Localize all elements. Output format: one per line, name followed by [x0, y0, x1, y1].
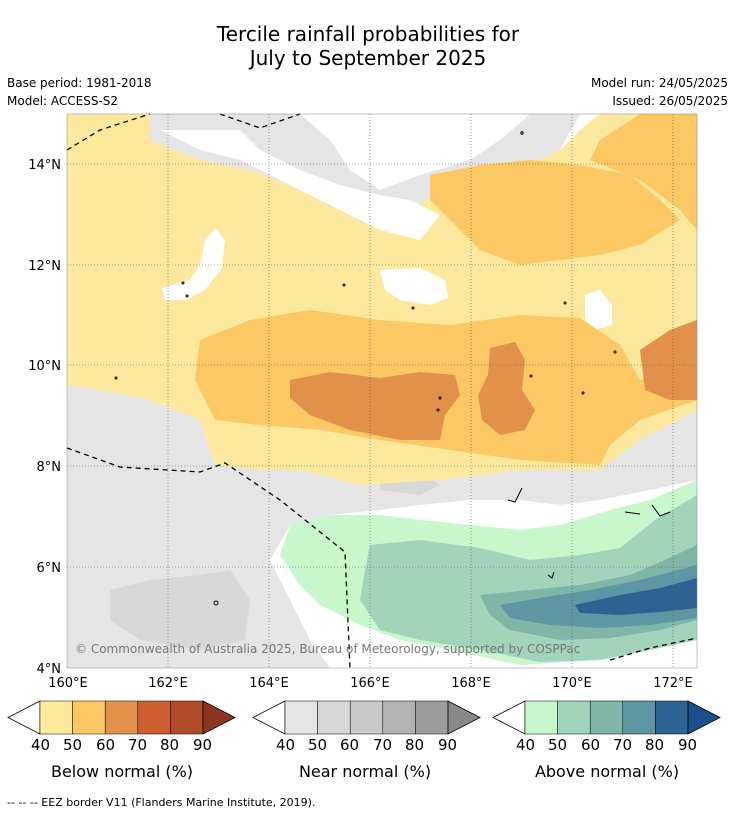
colorbar-max-arrow — [687, 700, 721, 735]
colorbar-below-label: Below normal (%) — [50, 762, 194, 781]
tick-label: 90 — [193, 736, 213, 754]
tick-label: 40 — [276, 736, 296, 754]
colorbar-segment — [170, 700, 204, 735]
colorbar-segment — [137, 700, 171, 735]
tick-label: 80 — [405, 736, 425, 754]
colorbar-segment — [104, 700, 139, 735]
lat-labels: 14°N 12°N 10°N 8°N 6°N 4°N — [28, 158, 61, 677]
meta-right: Model run: 24/05/2025 Issued: 26/05/2025 — [591, 74, 728, 110]
tick-label: 40 — [516, 736, 536, 754]
colorbar-max-arrow — [202, 700, 236, 735]
lat-label: 6°N — [37, 561, 62, 576]
colorbar-segment — [39, 700, 73, 735]
tick-label: 80 — [160, 736, 180, 754]
white-gap-east — [585, 290, 612, 330]
lat-label: 12°N — [28, 259, 61, 274]
lon-label: 168°E — [451, 676, 491, 691]
base-period: Base period: 1981-2018 — [7, 76, 152, 90]
colorbar-segment — [524, 700, 558, 735]
model-run: Model run: 24/05/2025 — [590, 76, 728, 90]
near-normal-region-north — [150, 114, 580, 210]
lon-label: 170°E — [552, 676, 592, 691]
lon-label: 160°E — [48, 676, 88, 691]
map-panel — [67, 114, 697, 668]
colorbar-below-normal — [7, 700, 236, 735]
tick-label: 40 — [31, 736, 51, 754]
model-name: Model: ACCESS-S2 — [7, 94, 119, 108]
tick-label: 70 — [373, 736, 393, 754]
tick-label: 50 — [308, 736, 328, 754]
lon-labels: 160°E 162°E 164°E 166°E 168°E 170°E 172°… — [48, 676, 693, 691]
lat-label: 10°N — [28, 359, 61, 374]
white-gap-north — [160, 130, 440, 240]
tick-label: 90 — [438, 736, 458, 754]
lon-label: 172°E — [653, 676, 693, 691]
meta-left: Base period: 1981-2018 Model: ACCESS-S2 — [7, 74, 152, 110]
below-normal-60-far-east — [640, 320, 697, 400]
tick-label: 60 — [340, 736, 360, 754]
tick-label: 80 — [645, 736, 665, 754]
below-normal-50-north — [430, 160, 680, 265]
map-frame — [66, 113, 698, 669]
colorbar-above-label: Above normal (%) — [534, 762, 680, 781]
colorbar-segment — [622, 700, 656, 735]
colorbar-segment — [655, 700, 689, 735]
colorbar-segment — [382, 700, 416, 735]
lon-label: 164°E — [249, 676, 289, 691]
near-normal-darker-patch — [110, 570, 250, 650]
lon-label: 166°E — [350, 676, 390, 691]
title-line-1: Tercile rainfall probabilities for — [216, 22, 520, 46]
colorbar-segment — [589, 700, 624, 735]
colorbar-segment — [415, 700, 449, 735]
colorbar-segment — [349, 700, 384, 735]
above-normal-80-region — [575, 578, 697, 615]
colorbar-min-arrow — [492, 700, 526, 735]
eez-footnote: -- -- -- EEZ border V11 (Flanders Marine… — [7, 796, 316, 809]
below-normal-60-west — [290, 372, 460, 440]
lat-label: 14°N — [28, 158, 61, 173]
tick-label: 70 — [613, 736, 633, 754]
islands — [114, 131, 671, 606]
graticule — [67, 114, 697, 668]
lon-label: 162°E — [148, 676, 188, 691]
issued-date: Issued: 26/05/2025 — [612, 94, 728, 108]
tick-label: 50 — [63, 736, 83, 754]
colorbar-segment — [317, 700, 351, 735]
tick-label: 60 — [581, 736, 601, 754]
colorbar-segment — [72, 700, 106, 735]
tick-label: 70 — [128, 736, 148, 754]
lat-label: 8°N — [37, 460, 62, 475]
colorbar-segment — [284, 700, 318, 735]
lat-label: 4°N — [37, 662, 62, 677]
tick-label: 90 — [678, 736, 698, 754]
white-gap-center — [380, 268, 448, 305]
colorbar-near-label: Near normal (%) — [298, 762, 432, 781]
colorbar-near-normal — [252, 700, 481, 735]
colorbar-min-arrow — [252, 700, 286, 735]
tick-label: 60 — [96, 736, 116, 754]
colorbar-max-arrow — [447, 700, 481, 735]
eez-borders — [66, 113, 698, 669]
colorbar-above-normal — [492, 700, 721, 735]
tick-label: 50 — [548, 736, 568, 754]
colorbar-segment — [557, 700, 591, 735]
map-title: Tercile rainfall probabilities for July … — [0, 22, 736, 70]
copyright-text: © Commonwealth of Australia 2025, Bureau… — [75, 642, 580, 656]
white-gap-west — [162, 228, 225, 300]
colorbar-min-arrow — [7, 700, 41, 735]
title-line-2: July to September 2025 — [249, 46, 487, 70]
